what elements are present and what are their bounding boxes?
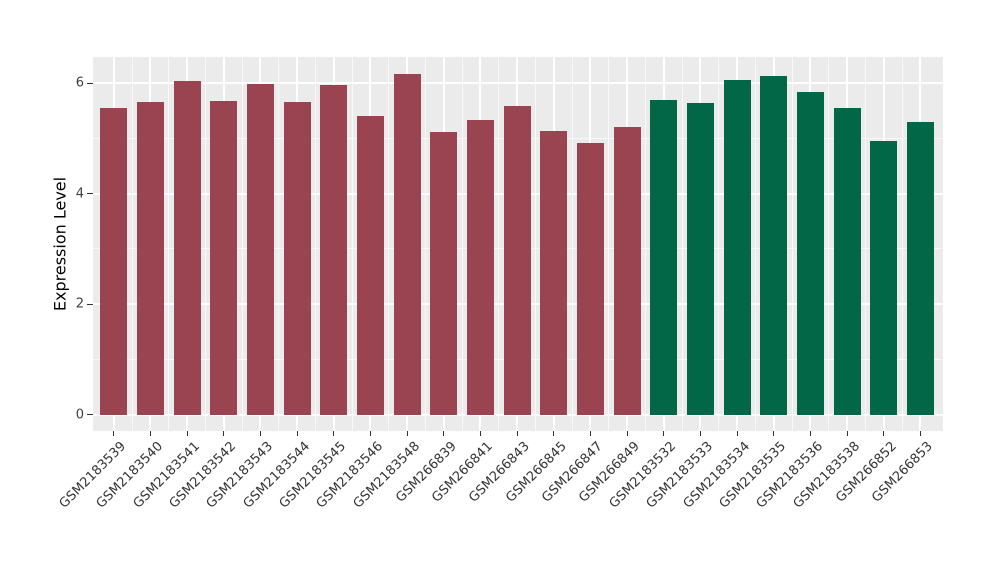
x-tick-mark	[919, 431, 921, 436]
bar-GSM266843	[503, 106, 531, 415]
x-tick-mark	[626, 431, 628, 436]
gridline-vertical-minor	[204, 57, 206, 431]
bar-GSM2183535	[760, 76, 788, 415]
gridline-vertical-minor	[571, 57, 573, 431]
gridline-vertical-minor	[461, 57, 463, 431]
bar-GSM2183536	[796, 92, 824, 415]
x-tick-mark	[883, 431, 885, 436]
gridline-horizontal-major	[93, 82, 943, 84]
bar-GSM266841	[466, 120, 494, 415]
gridline-vertical-minor	[754, 57, 756, 431]
x-tick-mark	[223, 431, 225, 436]
y-tick-label: 0	[75, 407, 84, 423]
gridline-vertical-minor	[278, 57, 280, 431]
bar-GSM266849	[613, 126, 641, 415]
gridline-vertical-minor	[608, 57, 610, 431]
x-tick-mark	[479, 431, 481, 436]
x-tick-mark	[296, 431, 298, 436]
x-tick-mark	[186, 431, 188, 436]
y-axis-title: Expression Level	[50, 176, 70, 312]
y-tick-mark	[87, 193, 93, 195]
gridline-vertical-minor	[424, 57, 426, 431]
x-tick-mark	[149, 431, 151, 436]
gridline-vertical-minor	[388, 57, 390, 431]
bar-GSM266839	[430, 131, 458, 415]
bar-GSM2183539	[100, 107, 128, 415]
y-tick-label: 2	[75, 296, 84, 312]
gridline-vertical-minor	[534, 57, 536, 431]
x-tick-mark	[589, 431, 591, 436]
bar-GSM2183542	[210, 101, 238, 415]
x-tick-mark	[369, 431, 371, 436]
gridline-vertical-minor	[168, 57, 170, 431]
gridline-vertical-minor	[241, 57, 243, 431]
x-tick-mark	[663, 431, 665, 436]
x-tick-mark	[259, 431, 261, 436]
gridline-vertical-minor	[901, 57, 903, 431]
gridline-horizontal-major	[93, 413, 943, 416]
gridline-vertical-minor	[828, 57, 830, 431]
gridline-vertical-minor	[644, 57, 646, 431]
gridline-vertical-minor	[131, 57, 133, 431]
x-tick-mark	[809, 431, 811, 436]
gridline-vertical-minor	[864, 57, 866, 431]
gridline-vertical-minor	[351, 57, 353, 431]
x-tick-mark	[553, 431, 555, 436]
bar-GSM2183534	[723, 79, 751, 415]
gridline-vertical-minor	[718, 57, 720, 431]
x-tick-mark	[736, 431, 738, 436]
bar-GSM266853	[906, 121, 934, 415]
x-tick-mark	[113, 431, 115, 436]
plot-panel	[93, 57, 943, 431]
gridline-vertical-minor	[498, 57, 500, 431]
x-tick-mark	[406, 431, 408, 436]
gridline-vertical-minor	[681, 57, 683, 431]
bar-GSM2183540	[136, 102, 164, 415]
bar-GSM266852	[870, 140, 898, 415]
bar-GSM2183541	[173, 80, 201, 415]
bar-GSM2183538	[833, 107, 861, 415]
bar-GSM2183546	[356, 115, 384, 415]
bar-GSM2183533	[686, 103, 714, 415]
gridline-vertical-minor	[314, 57, 316, 431]
bar-GSM2183548	[393, 73, 421, 415]
x-tick-mark	[443, 431, 445, 436]
x-tick-mark	[516, 431, 518, 436]
x-tick-mark	[846, 431, 848, 436]
y-tick-label: 4	[75, 186, 84, 202]
bar-GSM2183532	[650, 100, 678, 415]
y-tick-label: 6	[75, 75, 84, 91]
y-tick-mark	[87, 82, 93, 84]
x-tick-mark	[699, 431, 701, 436]
bar-GSM266847	[576, 142, 604, 415]
bar-GSM2183544	[283, 101, 311, 415]
x-tick-mark	[333, 431, 335, 436]
bar-GSM266845	[540, 131, 568, 415]
x-tick-mark	[773, 431, 775, 436]
y-tick-mark	[87, 414, 93, 416]
y-tick-mark	[87, 303, 93, 305]
gridline-vertical-minor	[791, 57, 793, 431]
bar-GSM2183543	[246, 83, 274, 415]
bar-GSM2183545	[320, 84, 348, 415]
